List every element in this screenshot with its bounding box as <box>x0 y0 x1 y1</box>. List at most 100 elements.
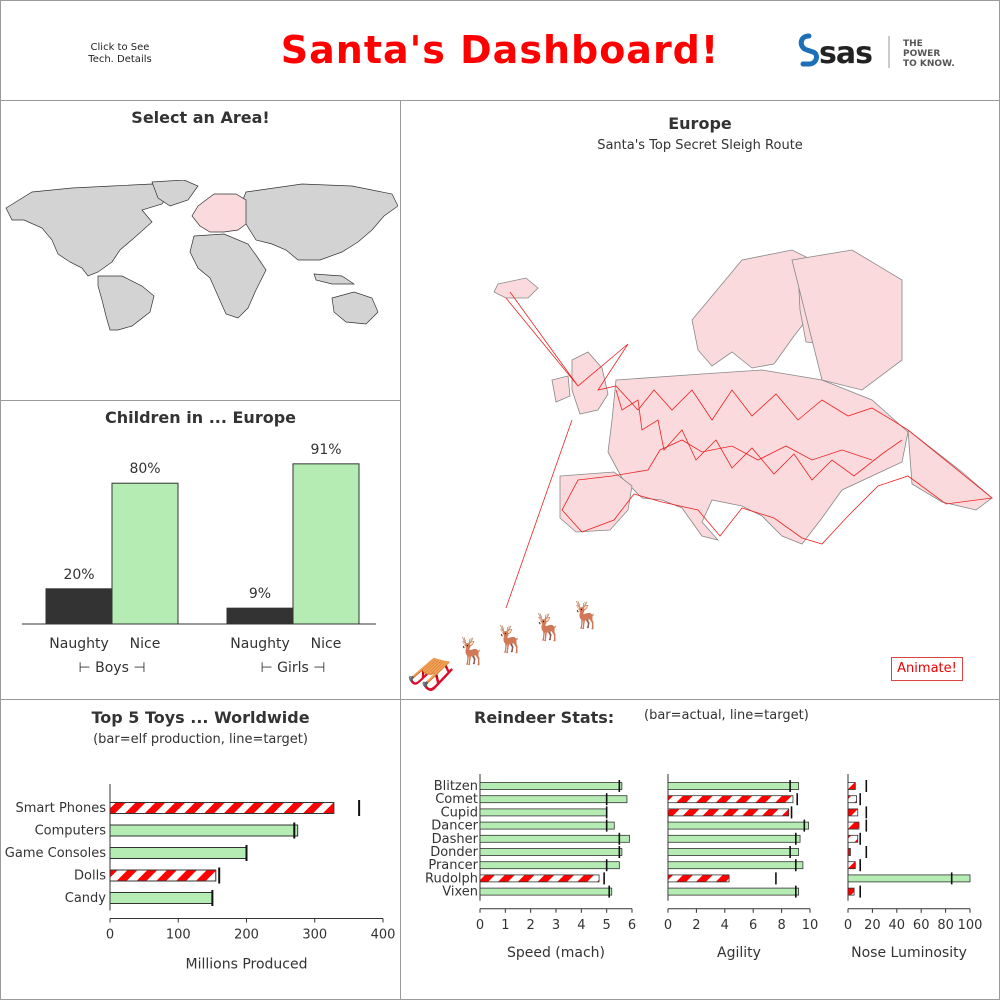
tick-label: 1 <box>501 918 509 933</box>
category-label: Blitzen <box>434 779 478 794</box>
south-america <box>97 275 155 331</box>
tick-label: 60 <box>913 918 930 933</box>
bar-dancer <box>667 821 809 830</box>
british-isles <box>571 351 609 415</box>
toys-chart: Smart Phones Computers Game Consoles Dolls C… <box>5 784 395 973</box>
reindeer-icon: 🦌 <box>494 624 526 655</box>
category-label: Cupid <box>441 805 478 820</box>
category-label: Nice <box>130 636 161 652</box>
bar-vixen <box>847 887 855 896</box>
tick-label: 0 <box>664 918 672 933</box>
page-title: Santa's Dashboard! <box>280 28 720 72</box>
bar-blitzen <box>479 782 623 790</box>
category-label: Vixen <box>442 885 478 900</box>
bar-candy <box>109 892 213 904</box>
bar-dancer <box>847 821 860 830</box>
europe-highlight <box>191 193 247 233</box>
bar-cupid <box>479 808 608 817</box>
category-label: Nice <box>311 636 342 652</box>
category-label: Dolls <box>74 869 106 884</box>
data-label: 91% <box>310 442 341 458</box>
tick-label: 2 <box>527 918 535 933</box>
animate-button[interactable]: Animate! <box>891 657 963 681</box>
reindeer-icon: 🦌 <box>456 636 488 667</box>
australia <box>331 291 379 325</box>
bar-cupid <box>667 808 790 817</box>
bar-dasher <box>847 834 859 843</box>
sas-logo: sas THE POWER TO KNOW. <box>798 33 955 71</box>
world-map-title: Select an Area! <box>131 108 270 127</box>
reindeer-chart: BlitzenCometCupidDancerDasherDonderPranc… <box>425 774 983 961</box>
tech-details-link[interactable]: Click to See Tech. Details <box>88 42 152 65</box>
bar-rudolph <box>667 874 730 883</box>
category-label: Rudolph <box>425 871 478 886</box>
bar-dasher <box>479 834 630 843</box>
bar-prancer <box>847 861 856 870</box>
bar-rudolph <box>847 874 971 883</box>
tick-label: 100 <box>958 918 983 933</box>
bar-prancer <box>667 861 804 870</box>
reindeer-chart-title: Reindeer Stats: <box>474 708 615 727</box>
category-label: Game Consoles <box>5 846 106 861</box>
tick-label: 3 <box>552 918 560 933</box>
tick-label: 4 <box>721 918 729 933</box>
tick-label: 0 <box>476 918 484 933</box>
bar-girls-nice <box>292 463 360 625</box>
bar-smart-phones <box>109 802 335 814</box>
bar-blitzen <box>847 782 856 790</box>
tick-label: 20 <box>864 918 881 933</box>
category-label: Naughty <box>49 636 108 652</box>
tick-label: 0 <box>106 928 114 943</box>
toys-chart-title: Top 5 Toys ... Worldwide <box>91 708 310 727</box>
x-axis-label: Agility <box>717 945 761 961</box>
reindeer-icon: 🦌 <box>570 600 602 631</box>
bar-comet <box>479 795 628 804</box>
europe-map[interactable]: 🛷 🦌 🦌 🦌 🦌 <box>402 240 997 700</box>
bar-vixen <box>667 887 800 896</box>
x-axis-label: Millions Produced <box>186 957 308 973</box>
bar-boys-naughty <box>45 588 113 625</box>
iberia <box>559 471 633 533</box>
data-label: 80% <box>129 461 160 477</box>
indonesia <box>313 273 356 285</box>
category-label: Donder <box>430 845 478 860</box>
bar-comet <box>667 795 794 804</box>
bar-rudolph <box>479 874 600 883</box>
north-america <box>5 183 173 277</box>
category-label: Prancer <box>428 858 478 873</box>
bar-comet <box>847 795 857 804</box>
category-label: Smart Phones <box>16 801 107 816</box>
greenland <box>151 180 199 207</box>
reindeer-icon: 🦌 <box>532 612 564 643</box>
asia <box>237 183 398 261</box>
bar-prancer <box>479 861 620 870</box>
bar-donder <box>479 848 623 856</box>
turkey-west <box>907 429 993 511</box>
world-map[interactable] <box>2 180 398 350</box>
logo-tagline-2: POWER <box>903 49 940 59</box>
bar-girls-naughty <box>226 607 294 625</box>
sleigh-icon: 🛷 <box>406 652 456 698</box>
tick-label: 4 <box>577 918 585 933</box>
bar-game-consoles <box>109 847 247 859</box>
logo-tagline-3: TO KNOW. <box>903 59 955 69</box>
bar-computers <box>109 824 299 837</box>
group-label: ⊢ Boys ⊣ <box>78 660 145 676</box>
iceland <box>493 277 539 299</box>
data-label: 20% <box>63 567 94 583</box>
tick-label: 6 <box>628 918 636 933</box>
category-label: Computers <box>35 824 107 839</box>
tick-label: 80 <box>937 918 954 933</box>
x-axis-label: Speed (mach) <box>507 945 605 961</box>
tick-label: 8 <box>777 918 785 933</box>
bar-vixen <box>479 887 613 896</box>
category-label: Dancer <box>431 819 478 834</box>
sleigh-route-mainland <box>615 389 903 481</box>
category-label: Dasher <box>432 832 479 847</box>
data-label: 9% <box>249 586 271 602</box>
tick-label: 2 <box>692 918 700 933</box>
category-label: Comet <box>435 792 478 807</box>
mainland <box>607 369 909 545</box>
tick-label: 6 <box>749 918 757 933</box>
tick-label: 100 <box>166 928 191 943</box>
